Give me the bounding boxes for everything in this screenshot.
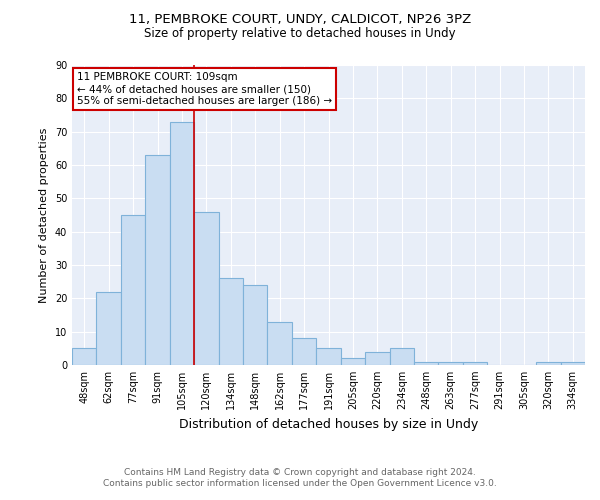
- Bar: [97, 292, 121, 365]
- Text: 11 PEMBROKE COURT: 109sqm
← 44% of detached houses are smaller (150)
55% of semi: 11 PEMBROKE COURT: 109sqm ← 44% of detac…: [77, 72, 332, 106]
- Bar: [536, 362, 560, 365]
- Bar: [268, 322, 292, 365]
- Bar: [170, 122, 194, 365]
- Bar: [365, 352, 389, 365]
- Bar: [341, 358, 365, 365]
- Bar: [463, 362, 487, 365]
- Text: Size of property relative to detached houses in Undy: Size of property relative to detached ho…: [144, 28, 456, 40]
- Bar: [145, 155, 170, 365]
- Bar: [121, 215, 145, 365]
- Bar: [72, 348, 97, 365]
- Bar: [439, 362, 463, 365]
- Bar: [316, 348, 341, 365]
- Bar: [243, 285, 268, 365]
- X-axis label: Distribution of detached houses by size in Undy: Distribution of detached houses by size …: [179, 418, 478, 430]
- Text: Contains HM Land Registry data © Crown copyright and database right 2024.
Contai: Contains HM Land Registry data © Crown c…: [103, 468, 497, 487]
- Bar: [560, 362, 585, 365]
- Bar: [292, 338, 316, 365]
- Y-axis label: Number of detached properties: Number of detached properties: [39, 128, 49, 302]
- Bar: [194, 212, 218, 365]
- Bar: [414, 362, 439, 365]
- Bar: [218, 278, 243, 365]
- Text: 11, PEMBROKE COURT, UNDY, CALDICOT, NP26 3PZ: 11, PEMBROKE COURT, UNDY, CALDICOT, NP26…: [129, 12, 471, 26]
- Bar: [389, 348, 414, 365]
